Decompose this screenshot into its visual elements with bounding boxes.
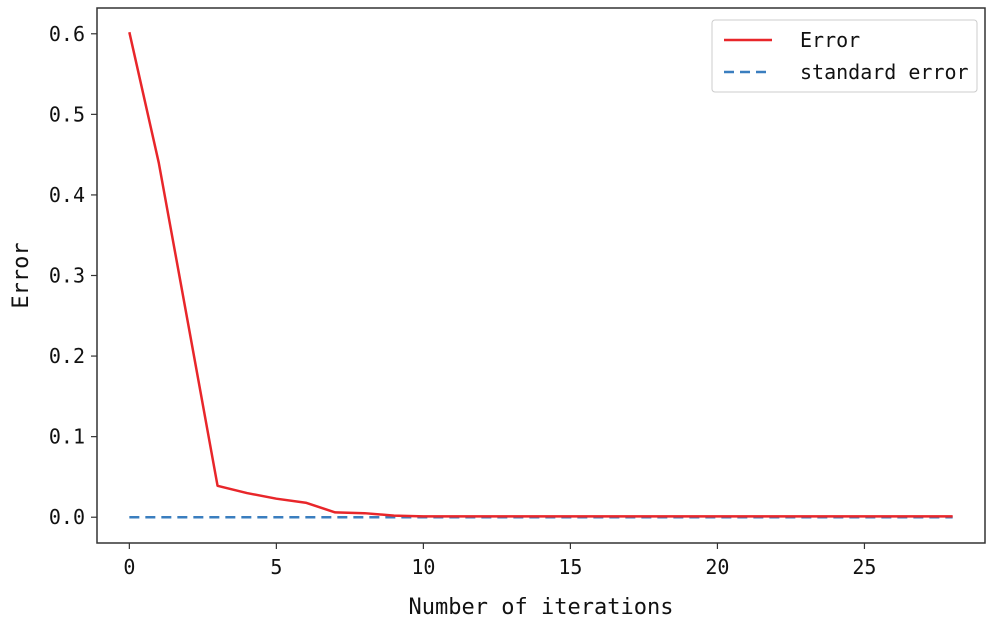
y-axis-label: Error: [9, 242, 34, 308]
y-tick-label: 0.3: [49, 264, 85, 288]
x-tick-label: 15: [558, 555, 582, 579]
x-axis-ticks: 0 5 10 15 20 25: [123, 543, 876, 579]
legend: Error standard error: [711, 19, 978, 93]
y-axis-ticks: 0.0 0.1 0.2 0.3 0.4 0.5 0.6: [49, 22, 97, 529]
plot-frame: [96, 7, 986, 544]
y-tick-label: 0.4: [49, 183, 85, 207]
y-tick-label: 0.5: [49, 102, 85, 126]
plot-area: [128, 31, 953, 519]
y-tick-label: 0.6: [49, 22, 85, 46]
x-tick-label: 0: [123, 555, 135, 579]
legend-box: [711, 19, 978, 93]
x-tick-label: 5: [270, 555, 282, 579]
legend-label-standard-error: standard error: [800, 60, 969, 84]
x-axis-label: Number of iterations: [409, 595, 674, 620]
x-tick-label: 20: [705, 555, 729, 579]
y-tick-label: 0.0: [49, 505, 85, 529]
y-tick-label: 0.2: [49, 344, 85, 368]
y-tick-label: 0.1: [49, 425, 85, 449]
series-line-error: [128, 31, 953, 518]
x-tick-label: 10: [411, 555, 435, 579]
legend-label-error: Error: [800, 28, 860, 52]
x-tick-label: 25: [852, 555, 876, 579]
